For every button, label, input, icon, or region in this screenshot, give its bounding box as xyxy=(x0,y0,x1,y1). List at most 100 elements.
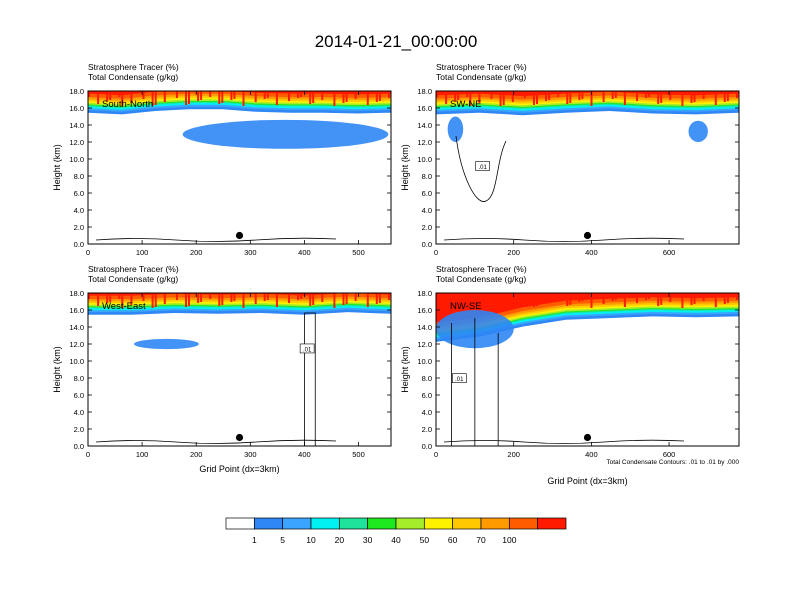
tracer-streak xyxy=(254,293,257,304)
colorbar-label: 100 xyxy=(502,535,516,545)
tracer-streak xyxy=(569,293,572,305)
colorbar-label: 30 xyxy=(363,535,373,545)
plot-frame xyxy=(435,90,740,245)
tracer-streak xyxy=(375,91,378,102)
plot-area xyxy=(88,91,391,242)
tracer-streak xyxy=(499,293,502,308)
panel-subtitle: Total Condensate (g/kg) xyxy=(436,72,526,82)
tracer-streak xyxy=(230,293,233,302)
tracer-streak xyxy=(726,91,729,101)
tracer-streak xyxy=(490,91,493,99)
tracer-streak xyxy=(378,91,381,101)
tracer-streak xyxy=(693,293,696,304)
colorbar-box xyxy=(508,517,539,530)
x-tick-label: 300 xyxy=(244,248,257,257)
contour-label-box xyxy=(452,373,467,384)
tracer-streak xyxy=(197,91,200,101)
tracer-streak xyxy=(263,293,266,301)
tracer-streak xyxy=(263,91,266,99)
colorbar-box xyxy=(537,517,567,530)
tracer-streak xyxy=(297,293,300,300)
cloud-patch xyxy=(133,338,199,350)
tracer-streak xyxy=(499,91,502,106)
tracer-streak xyxy=(623,91,626,105)
y-tick-label: 0.0 xyxy=(74,442,84,451)
colorbar-box xyxy=(395,517,425,530)
tracer-streak xyxy=(142,91,145,99)
tracer-level-11 xyxy=(88,293,391,296)
contour-line xyxy=(451,318,499,446)
tracer-streak xyxy=(97,293,100,306)
tracer-streak xyxy=(548,91,551,100)
tracer-streak xyxy=(109,91,112,100)
x-tick-label: 100 xyxy=(136,450,149,459)
tracer-streak xyxy=(490,293,493,301)
colorbar-box xyxy=(452,517,482,530)
tracer-streak xyxy=(354,91,357,99)
tracer-streak xyxy=(275,293,278,307)
plot-frame xyxy=(87,90,392,245)
y-axis-label: Height (km) xyxy=(400,346,410,393)
y-tick-label: 10.0 xyxy=(69,357,84,366)
colorbar-label: 50 xyxy=(420,535,430,545)
x-tick-label: 400 xyxy=(585,450,598,459)
colorbar-box xyxy=(480,517,510,530)
y-tick-label: 18.0 xyxy=(417,289,432,298)
y-tick-label: 18.0 xyxy=(69,87,84,96)
x-tick-label: 0 xyxy=(86,248,90,257)
colorbar-label: 5 xyxy=(280,535,285,545)
y-tick-label: 16.0 xyxy=(69,306,84,315)
tracer-level-11 xyxy=(436,293,739,323)
tracer-streak xyxy=(623,293,626,307)
x-tick-label: 400 xyxy=(585,248,598,257)
tracer-streak xyxy=(388,293,390,300)
x-tick-label: 600 xyxy=(663,450,676,459)
tracer-streak xyxy=(300,91,303,97)
tracer-streak xyxy=(309,91,312,104)
tracer-streak xyxy=(436,91,438,97)
tracer-streak xyxy=(536,293,538,306)
tracer-streak xyxy=(636,91,638,101)
colorbar-label: 1 xyxy=(252,535,257,545)
tracer-streak xyxy=(466,91,469,97)
tracer-streak xyxy=(209,91,212,97)
tracer-streak xyxy=(469,91,472,106)
panel-title: Stratosphere Tracer (%) xyxy=(88,264,179,274)
tracer-streak xyxy=(669,293,672,302)
x-axis-label: Grid Point (dx=3km) xyxy=(199,464,279,474)
colorbar-label: 40 xyxy=(391,535,401,545)
tracer-streak xyxy=(209,293,212,299)
contour-line xyxy=(455,135,507,202)
colorbar-label: 70 xyxy=(476,535,486,545)
tracer-streak xyxy=(288,91,290,101)
y-tick-label: 12.0 xyxy=(417,340,432,349)
tracer-level-11 xyxy=(88,91,391,96)
tracer-streak xyxy=(218,293,221,306)
plot-area xyxy=(88,293,391,446)
y-tick-label: 16.0 xyxy=(417,104,432,113)
x-tick-label: 200 xyxy=(190,450,203,459)
tracer-streak xyxy=(681,293,684,308)
tracer-streak xyxy=(151,91,154,106)
tracer-streak xyxy=(478,293,481,305)
tracer-streak xyxy=(611,293,614,301)
tracer-streak xyxy=(590,293,593,308)
tracer-streak xyxy=(469,293,472,308)
tracer-streak xyxy=(121,293,124,308)
x-tick-label: 200 xyxy=(507,450,520,459)
x-tick-label: 500 xyxy=(352,450,365,459)
y-tick-label: 12.0 xyxy=(417,138,432,147)
tracer-streak xyxy=(366,293,369,307)
tracer-streak xyxy=(648,91,651,97)
footnote: Total Condensate Contours: .01 to .01 by… xyxy=(606,459,739,466)
tracer-streak xyxy=(445,293,448,306)
tracer-streak xyxy=(345,91,348,102)
y-tick-label: 0.0 xyxy=(74,240,84,249)
tracer-streak xyxy=(645,293,648,300)
tracer-streak xyxy=(388,91,390,98)
tracer-streak xyxy=(502,91,505,105)
tracer-streak xyxy=(602,91,605,102)
y-tick-label: 2.0 xyxy=(74,223,84,232)
tracer-streak xyxy=(548,293,551,302)
tracer-streak xyxy=(142,293,145,301)
